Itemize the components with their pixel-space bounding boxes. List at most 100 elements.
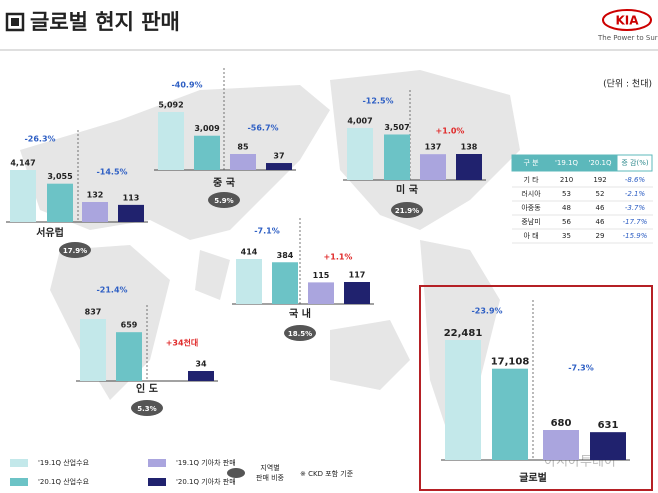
value-label: 137 [425, 143, 442, 152]
share-badge [208, 192, 240, 208]
share-label: 17.9% [63, 247, 87, 255]
legend-label: 지역별 [260, 463, 279, 472]
region-label: 중 국 [213, 177, 235, 189]
value-label: 37 [273, 152, 284, 161]
legend-swatch [10, 459, 28, 467]
table-header: '20.1Q [588, 159, 612, 167]
value-label: 22,481 [444, 328, 483, 339]
table-header: 증 감(%) [621, 159, 648, 167]
table-cell: 29 [596, 232, 605, 240]
table-header-cell [582, 154, 617, 172]
table-cell: 46 [596, 218, 605, 226]
legend-label: 판매 비중 [256, 473, 285, 482]
table-cell: 48 [562, 204, 571, 212]
value-label: 3,055 [47, 172, 73, 181]
region-label: 국 내 [289, 307, 311, 320]
table-header: 구 분 [523, 159, 539, 167]
change-label: -26.3% [24, 135, 55, 144]
share-label: 5.9% [214, 197, 233, 205]
share-label: 18.5% [288, 330, 312, 338]
legend-label: '19.1Q 기아차 판매 [176, 458, 236, 467]
change-label: -12.5% [362, 97, 393, 106]
logo-ring [602, 9, 652, 31]
bar [384, 134, 410, 180]
bar [543, 430, 579, 460]
value-label: 4,147 [10, 159, 35, 168]
value-label: 17,108 [491, 357, 530, 368]
region-label: 미 국 [396, 183, 418, 196]
bar [10, 170, 36, 222]
unit-note: (단위 : 천대) [603, 79, 652, 90]
table-cell: -8.6% [625, 176, 646, 184]
value-label: 138 [461, 143, 478, 152]
value-label: 837 [85, 308, 102, 317]
share-badge [59, 242, 91, 258]
share-badge [131, 400, 163, 416]
table-cell: 53 [562, 190, 571, 198]
value-label: 3,009 [194, 124, 220, 133]
bar [188, 371, 214, 381]
bar [194, 135, 220, 170]
value-label: 631 [598, 420, 619, 431]
region-label: 글로벌 [519, 471, 547, 484]
value-label: 85 [237, 143, 249, 152]
table-cell: 56 [562, 218, 571, 226]
change-label: -21.4% [96, 286, 127, 295]
table-cell: 192 [593, 176, 606, 184]
table-cell: 아중동 [521, 203, 541, 212]
title-icon [11, 18, 19, 26]
value-label: 4,007 [347, 117, 372, 126]
table-cell: 중남미 [521, 217, 540, 226]
bar [272, 262, 298, 304]
table-header-cell [616, 154, 653, 172]
change-label: -14.5% [96, 168, 127, 177]
value-label: 384 [277, 251, 294, 260]
bar [82, 202, 108, 222]
change-label: -7.3% [568, 364, 594, 373]
table-cell: 46 [596, 204, 605, 212]
bar [344, 282, 370, 304]
table-cell: 아 태 [523, 231, 538, 240]
title-icon [5, 12, 25, 32]
table-header-cell [511, 154, 550, 172]
change-label: -7.1% [254, 227, 280, 236]
share-label: 5.3% [137, 405, 156, 413]
legend-swatch [10, 478, 28, 486]
legend-badge [227, 468, 245, 478]
change-label: -40.9% [171, 81, 202, 90]
bar [230, 154, 256, 170]
bar [266, 163, 292, 170]
legend-swatch [148, 478, 166, 486]
bar [118, 204, 144, 222]
bar [420, 154, 446, 180]
legend-swatch [148, 459, 166, 467]
legend-label: '19.1Q 산업수요 [38, 458, 90, 467]
bar [116, 332, 142, 381]
bar [47, 183, 73, 222]
table-cell: -15.9% [623, 232, 648, 240]
change-label: -56.7% [247, 124, 278, 133]
table-cell: 35 [562, 232, 571, 240]
bar [347, 128, 373, 180]
value-label: 132 [87, 191, 104, 200]
value-label: 414 [241, 248, 258, 257]
region-label: 서유럽 [36, 226, 64, 239]
value-label: 5,092 [158, 101, 183, 110]
bar [308, 282, 334, 304]
slide-title: 글로벌 현지 판매 [30, 10, 180, 34]
change-label: +1.1% [324, 253, 353, 262]
value-label: 117 [349, 271, 366, 280]
table-cell: -17.7% [623, 218, 648, 226]
share-badge [391, 202, 423, 218]
bar [456, 154, 482, 180]
bar [445, 340, 481, 460]
table-cell: 52 [596, 190, 605, 198]
value-label: 659 [121, 321, 138, 330]
share-label: 21.9% [395, 207, 419, 215]
legend-label: '20.1Q 산업수요 [38, 477, 90, 486]
value-label: 3,507 [384, 123, 409, 132]
legend-note: ※ CKD 포함 기준 [300, 469, 354, 478]
table-cell: 러시아 [521, 189, 541, 198]
value-label: 113 [123, 193, 140, 202]
